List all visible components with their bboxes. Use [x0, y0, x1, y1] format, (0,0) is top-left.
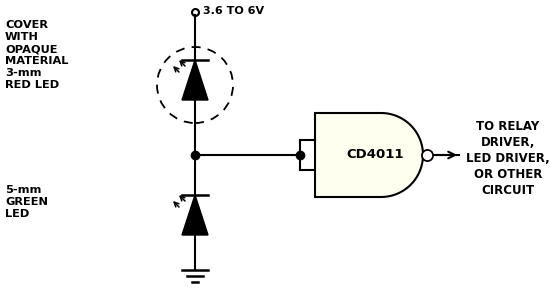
Polygon shape	[182, 195, 208, 235]
Polygon shape	[182, 60, 208, 100]
Polygon shape	[315, 113, 423, 197]
Text: CD4011: CD4011	[346, 148, 404, 162]
Text: 5-mm
GREEN
LED: 5-mm GREEN LED	[5, 185, 48, 219]
Text: TO RELAY
DRIVER,
LED DRIVER,
OR OTHER
CIRCUIT: TO RELAY DRIVER, LED DRIVER, OR OTHER CI…	[466, 120, 550, 197]
Text: COVER
WITH
OPAQUE
MATERIAL
3-mm
RED LED: COVER WITH OPAQUE MATERIAL 3-mm RED LED	[5, 20, 68, 90]
Text: 3.6 TO 6V: 3.6 TO 6V	[203, 6, 264, 16]
